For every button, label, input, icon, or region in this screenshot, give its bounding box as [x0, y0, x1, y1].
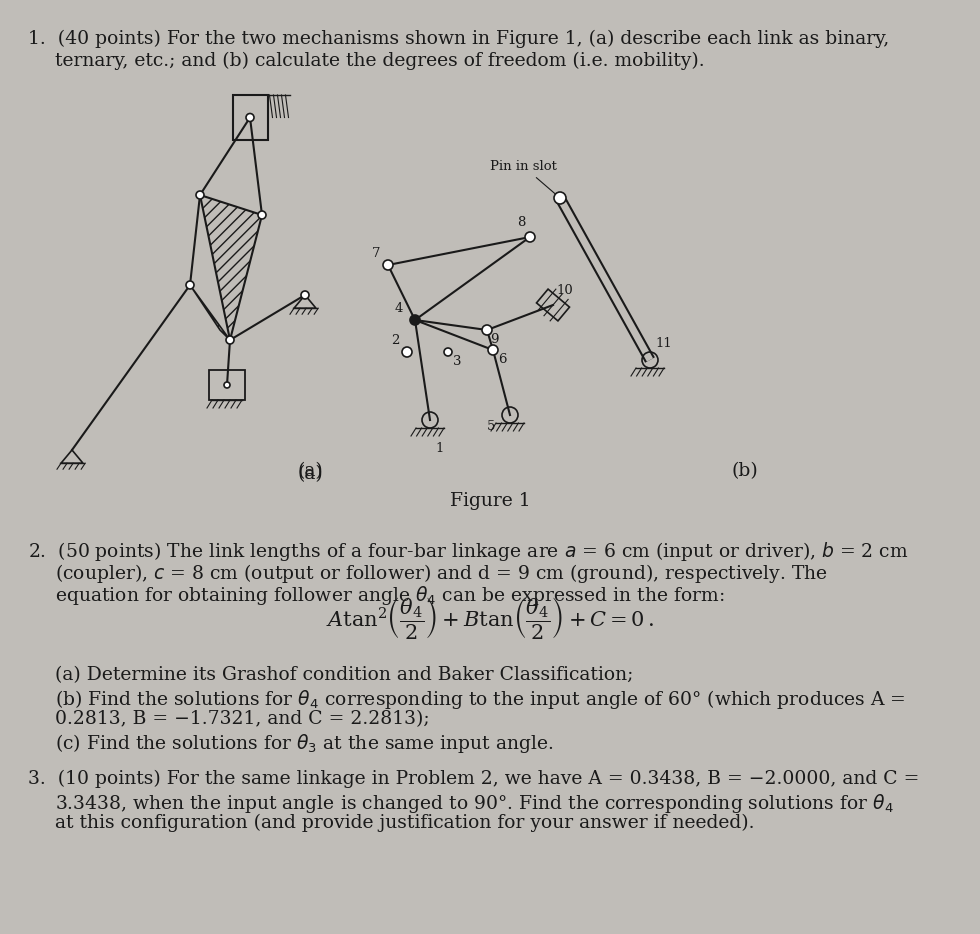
Circle shape [246, 114, 254, 121]
Text: 8: 8 [516, 216, 525, 229]
Circle shape [186, 281, 194, 289]
Text: Pin in slot: Pin in slot [490, 160, 558, 196]
Text: 3.3438, when the input angle is changed to 90°. Find the corresponding solutions: 3.3438, when the input angle is changed … [55, 792, 894, 815]
Circle shape [444, 348, 452, 356]
Bar [209, 370, 245, 400]
Text: (b): (b) [732, 462, 759, 480]
Circle shape [525, 232, 535, 242]
Circle shape [402, 347, 412, 357]
Text: 1: 1 [435, 442, 443, 455]
Text: 3: 3 [453, 355, 462, 368]
Text: 2: 2 [391, 334, 399, 347]
Text: 6: 6 [498, 353, 507, 366]
Text: 9: 9 [490, 333, 499, 346]
Text: (a): (a) [297, 462, 322, 480]
Text: $A\tan^2\!\left(\dfrac{\theta_4}{2}\right)+ B\tan\!\left(\dfrac{\theta_4}{2}\rig: $A\tan^2\!\left(\dfrac{\theta_4}{2}\righ… [326, 595, 654, 641]
Circle shape [482, 325, 492, 335]
Text: 3.  (10 points) For the same linkage in Problem 2, we have A = 0.3438, B = −2.00: 3. (10 points) For the same linkage in P… [28, 770, 919, 788]
Text: 0.2813, B = −1.7321, and C = 2.2813);: 0.2813, B = −1.7321, and C = 2.2813); [55, 710, 429, 728]
Bar [232, 95, 268, 140]
Circle shape [301, 291, 309, 299]
Text: (coupler), $c$ = 8 cm (output or follower) and d = 9 cm (ground), respectively. : (coupler), $c$ = 8 cm (output or followe… [55, 562, 828, 585]
Text: (c) Find the solutions for $\theta_3$ at the same input angle.: (c) Find the solutions for $\theta_3$ at… [55, 732, 554, 755]
Circle shape [383, 260, 393, 270]
Text: 5: 5 [487, 420, 495, 433]
Circle shape [554, 192, 566, 204]
Text: Figure 1: Figure 1 [450, 492, 530, 510]
Circle shape [224, 382, 230, 388]
Text: 10: 10 [556, 284, 572, 297]
Circle shape [226, 336, 234, 344]
Text: 7: 7 [371, 247, 380, 260]
Text: (b) Find the solutions for $\theta_4$ corresponding to the input angle of 60° (w: (b) Find the solutions for $\theta_4$ co… [55, 688, 906, 711]
Text: ternary, etc.; and (b) calculate the degrees of freedom (i.e. mobility).: ternary, etc.; and (b) calculate the deg… [55, 52, 705, 70]
Circle shape [196, 191, 204, 199]
Circle shape [258, 211, 266, 219]
Circle shape [488, 345, 498, 355]
Text: 4: 4 [395, 302, 403, 315]
Text: 2.  (50 points) The link lengths of a four-bar linkage are $a$ = 6 cm (input or : 2. (50 points) The link lengths of a fou… [28, 540, 908, 563]
Text: (a) Determine its Grashof condition and Baker Classification;: (a) Determine its Grashof condition and … [55, 666, 633, 684]
Circle shape [410, 315, 420, 325]
Text: 11: 11 [655, 337, 671, 350]
Text: at this configuration (and provide justification for your answer if needed).: at this configuration (and provide justi… [55, 814, 755, 832]
Text: 1.  (40 points) For the two mechanisms shown in Figure 1, (a) describe each link: 1. (40 points) For the two mechanisms sh… [28, 30, 889, 49]
Text: (a): (a) [297, 465, 322, 483]
Text: equation for obtaining follower angle $\theta_4$ can be expressed in the form:: equation for obtaining follower angle $\… [55, 584, 724, 607]
